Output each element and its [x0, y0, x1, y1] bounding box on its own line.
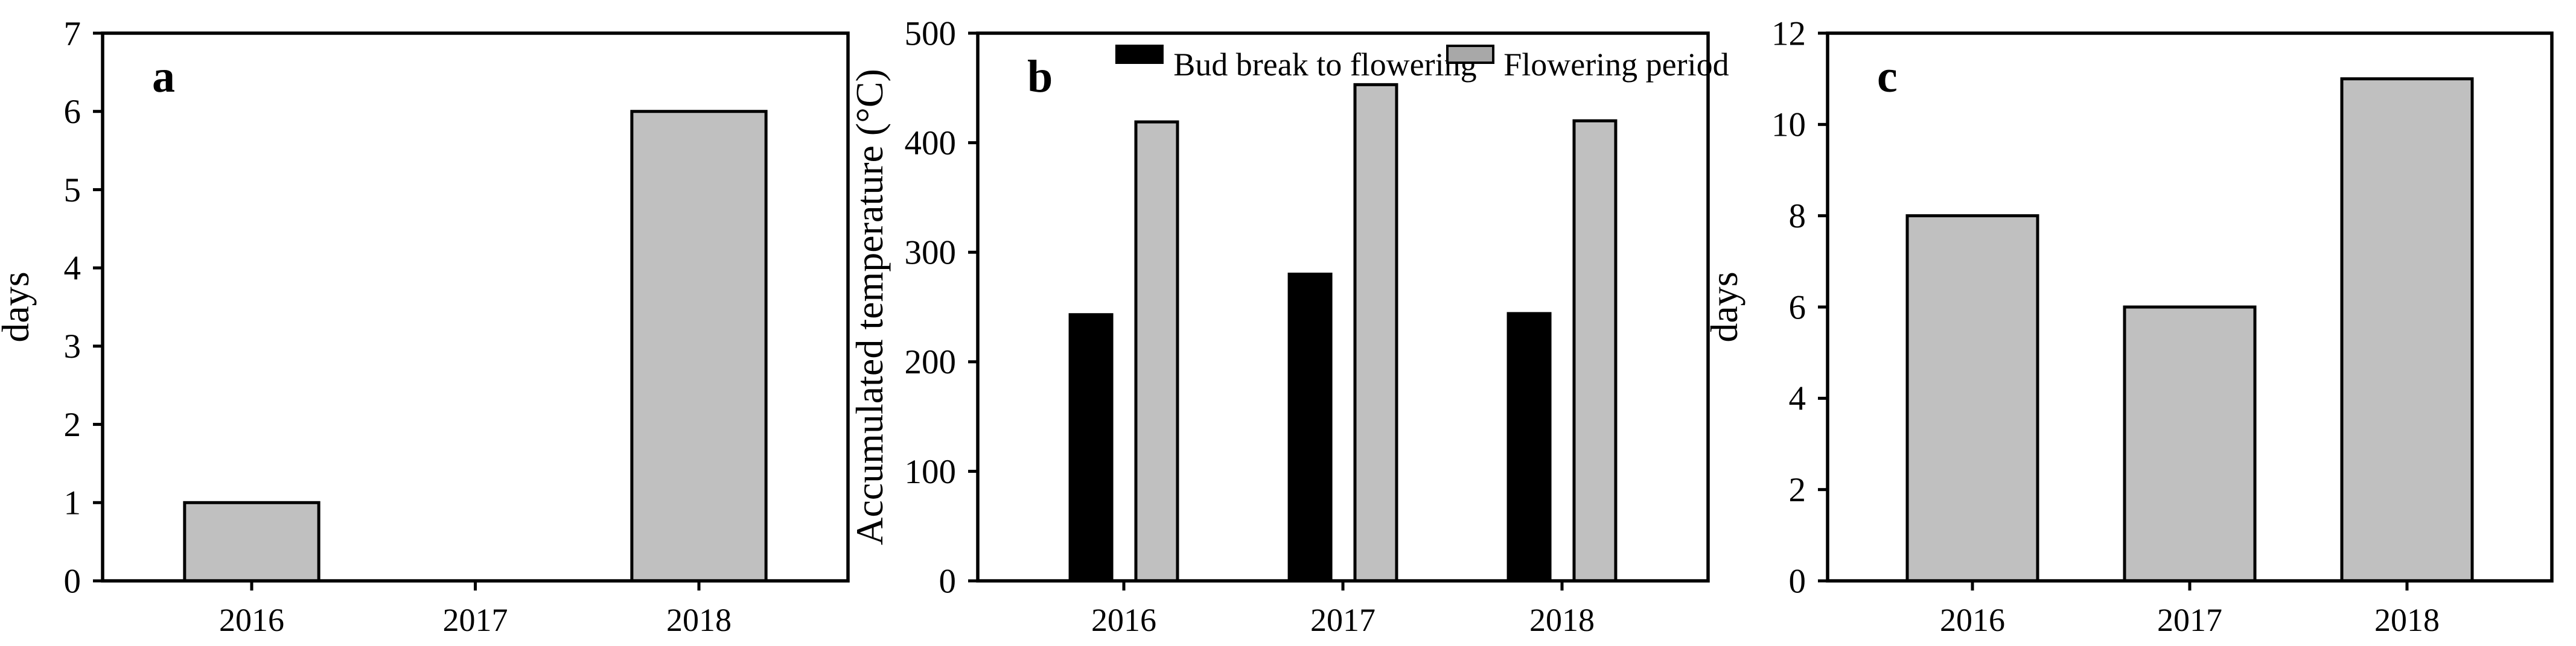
y-tick-label-a: 1 [64, 484, 81, 522]
y-tick-label-c: 2 [1789, 471, 1806, 509]
y-tick-label-b: 200 [905, 343, 957, 381]
y-tick-label-b: 400 [905, 124, 957, 162]
plot-frame-b [976, 31, 1710, 583]
x-category-label-a-2017: 2017 [443, 602, 508, 638]
y-axis-title-b: Accumulated temperature (°C) [848, 69, 891, 545]
y-tick-label-b: 0 [939, 562, 957, 600]
plot-frame-c [1826, 31, 2554, 583]
y-tick-label-a: 6 [64, 93, 81, 131]
panel-letter-a: a [152, 51, 175, 102]
bar-a-2016 [183, 501, 320, 583]
y-axis-title-a: days [0, 271, 37, 342]
legend: Bud break to flowering Flowering period [1115, 45, 1729, 83]
bar-b-2018-series0 [1506, 312, 1552, 583]
plot-frame-a [101, 31, 850, 583]
y-tick-label-b: 300 [905, 234, 957, 272]
bar-c-2017 [2123, 305, 2257, 583]
y-tick-label-a: 2 [64, 406, 81, 444]
y-tick-label-a: 0 [64, 562, 81, 600]
panel-c: days 0 2 4 6 8 10 12 2016 2017 2018 c [1703, 14, 2554, 638]
y-tick-label-c: 12 [1771, 14, 1806, 52]
bar-b-2016-series1 [1134, 120, 1179, 583]
x-category-label-c-2017: 2017 [2157, 602, 2222, 638]
panel-a: days 0 1 2 3 4 5 6 7 2016 2017 2018 a [0, 14, 850, 638]
bar-c-2018 [2340, 77, 2474, 583]
legend-label-series0: Bud break to flowering [1173, 46, 1476, 83]
legend-swatch-black [1115, 45, 1164, 64]
panel-letter-c: c [1877, 51, 1898, 102]
y-tick-label-c: 4 [1789, 380, 1806, 418]
x-category-label-b-2016: 2016 [1091, 602, 1156, 638]
x-category-label-c-2016: 2016 [1940, 602, 2005, 638]
y-tick-label-c: 8 [1789, 197, 1806, 235]
y-tick-label-b: 500 [905, 14, 957, 52]
y-tick-label-c: 0 [1789, 562, 1806, 600]
y-tick-label-a: 4 [64, 250, 81, 288]
bar-b-2017-series0 [1287, 273, 1333, 583]
x-category-label-a-2018: 2018 [666, 602, 732, 638]
bar-b-2018-series1 [1572, 119, 1618, 583]
bar-c-2016 [1905, 214, 2039, 583]
y-tick-label-a: 5 [64, 171, 81, 209]
y-tick-label-b: 100 [905, 453, 957, 491]
x-category-label-b-2017: 2017 [1310, 602, 1376, 638]
bar-b-2016-series0 [1068, 313, 1114, 583]
x-category-label-a-2016: 2016 [219, 602, 284, 638]
x-category-label-c-2018: 2018 [2374, 602, 2440, 638]
bar-b-2017-series1 [1353, 83, 1398, 583]
panel-b: Accumulated temperature (°C) 0 100 200 300 40… [848, 14, 1729, 638]
legend-label-series1: Flowering period [1503, 46, 1729, 83]
bar-a-2018 [630, 110, 768, 583]
y-tick-label-a: 3 [64, 328, 81, 366]
panel-letter-b: b [1027, 51, 1053, 102]
y-tick-label-a: 7 [64, 14, 81, 52]
y-tick-label-c: 6 [1789, 288, 1806, 326]
x-category-label-b-2018: 2018 [1529, 602, 1595, 638]
legend-swatch-gray [1446, 45, 1495, 64]
y-tick-label-c: 10 [1771, 106, 1806, 144]
y-axis-title-c: days [1703, 271, 1745, 342]
